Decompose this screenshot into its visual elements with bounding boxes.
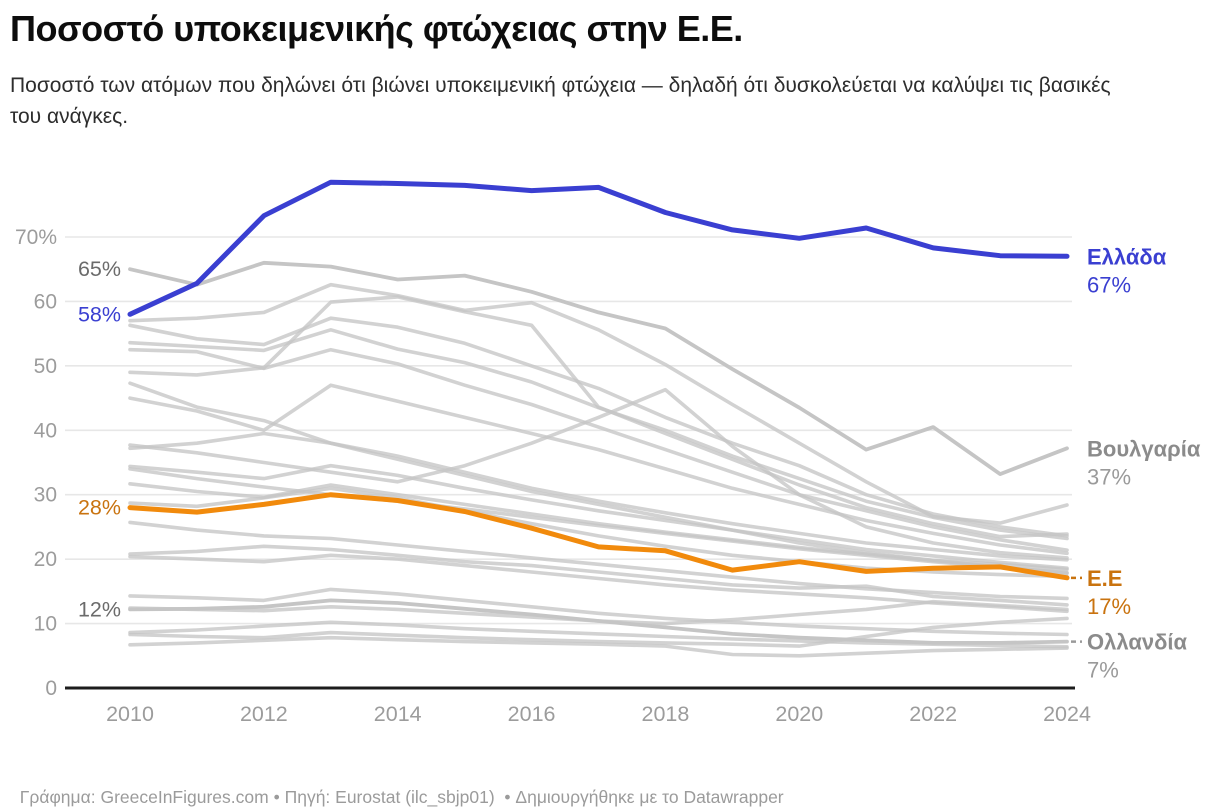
y-axis-label-0: 0 [45,677,57,700]
x-axis-label-2022: 2022 [909,702,957,726]
country-line-background-9 [128,431,1069,562]
attribution-prefix: Δημιουργήθηκε με το [515,787,684,807]
country-line-background-15 [128,544,1069,607]
footer-separator: • [268,787,285,807]
country-line-background-10 [128,463,1069,571]
y-axis-label-20: 20 [34,548,57,571]
country-line-background-2 [128,316,1069,538]
country-line-background-8 [128,387,1069,560]
series-label-ollandia: Ολλανδία [1087,630,1188,655]
byline-link[interactable]: GreeceInFigures.com [100,787,269,807]
country-line-background-1 [128,282,1069,525]
x-axis-label-2012: 2012 [240,702,288,726]
start-value-annotation-4: 12% [78,597,121,621]
y-axis-label-70: 70% [15,226,57,249]
x-axis-label-2016: 2016 [508,702,556,726]
country-line-background-7 [128,383,1069,556]
series-end-value-ee: 17% [1087,594,1131,619]
series-label-voulgaria: Βουλγαρία [1087,436,1201,461]
y-axis-label-50: 50 [34,355,57,378]
series-end-value-ollandia: 7% [1087,658,1119,683]
chart-subtitle: Ποσοστό των ατόμων που δηλώνει ότι βιώνε… [10,74,1111,128]
country-line-ee[interactable] [127,492,1070,581]
y-axis-label-60: 60 [34,290,57,313]
chart-header: Ποσοστό υποκειμενικής φτώχειας στην Ε.Ε.… [10,8,1210,132]
chart-title: Ποσοστό υποκειμενικής φτώχειας στην Ε.Ε. [10,8,743,49]
country-line-ellada[interactable] [127,179,1070,317]
x-axis-label-2018: 2018 [642,702,690,726]
country-line-background-5 [128,295,1069,539]
y-axis-label-10: 10 [34,613,57,636]
byline-prefix: Γράφημα: [19,787,101,807]
series-label-ee: Ε.Ε [1087,566,1122,591]
line-chart-area: 70% 60 50 40 30 20 10 0 2010 2012 2014 2016 2018 2020… [0,170,1220,750]
attribution-link[interactable]: Datawrapper [683,787,784,807]
series-end-value-ellada: 67% [1087,272,1131,297]
source-prefix: Πηγή: [284,787,336,807]
y-axis-label-30: 30 [34,484,57,507]
country-line-background-20 [128,616,1069,648]
series-end-value-voulgaria: 37% [1087,464,1131,489]
start-value-annotation-3: 28% [78,496,121,520]
footer-separator-2: • [494,787,516,807]
source-link[interactable]: Eurostat (ilc_sbjp01) [335,787,495,807]
x-axis-label-2020: 2020 [775,702,823,726]
start-value-annotation-2: 58% [78,302,121,326]
country-line-ollandia[interactable] [128,598,1069,645]
series-label-ellada: Ελλάδα [1087,244,1167,269]
country-line-voulgaria[interactable] [128,260,1069,477]
country-line-background-16 [128,553,1069,614]
x-axis-label-2014: 2014 [374,702,422,726]
country-line-background-21 [128,635,1069,658]
country-line-background-4 [128,347,1069,552]
y-axis-label-40: 40 [34,419,57,442]
chart-footer: Γράφημα: GreeceInFigures.com • Πηγή: Eur… [10,766,1210,808]
x-axis-label-2024: 2024 [1043,702,1091,726]
start-value-annotation-1: 65% [78,257,121,281]
x-axis-label-2010: 2010 [106,702,154,726]
